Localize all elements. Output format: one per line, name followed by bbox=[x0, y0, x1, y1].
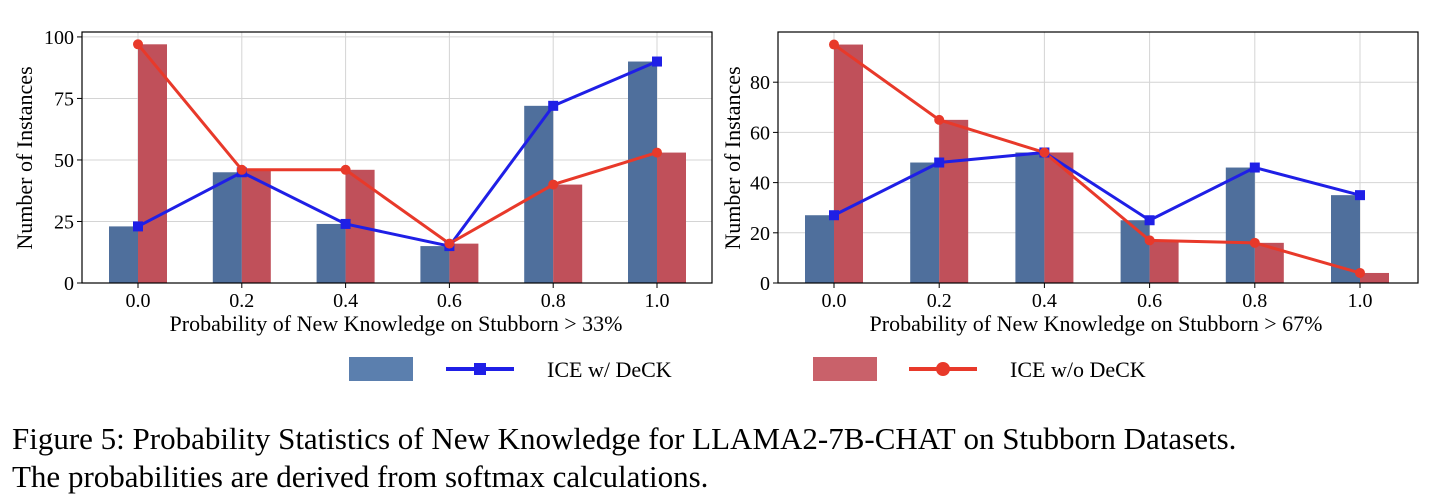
chart-right-bar-without-deck bbox=[1149, 240, 1179, 283]
chart-right-bar-with-deck bbox=[910, 162, 940, 283]
chart-left-y-tick-label: 100 bbox=[44, 27, 74, 49]
caption-text: Figure 5: Probability Statistics of New … bbox=[12, 421, 712, 456]
chart-right-y-tick-label: 80 bbox=[750, 72, 770, 94]
chart-left-marker-with-deck bbox=[340, 218, 351, 229]
chart-right-marker-without-deck bbox=[1355, 267, 1365, 278]
chart-right-x-axis-label: Probability of New Knowledge on Stubborn… bbox=[870, 311, 1323, 336]
chart-right-marker-with-deck bbox=[1144, 215, 1155, 226]
chart-left-x-axis-label: Probability of New Knowledge on Stubborn… bbox=[170, 311, 623, 336]
chart-right-plot-frame bbox=[777, 31, 1419, 284]
chart-left-x-tick-label: 0.8 bbox=[541, 290, 566, 312]
legend-label-with-deck: ICE w/ DeCK bbox=[547, 357, 672, 382]
chart-right-bar-with-deck bbox=[1120, 220, 1150, 283]
chart-right-marker-without-deck bbox=[829, 39, 839, 50]
chart-right-x-tick-label: 0.4 bbox=[1032, 290, 1057, 312]
chart-left-bar-with-deck bbox=[316, 223, 346, 283]
chart-left-bar-without-deck bbox=[138, 44, 167, 283]
chart-left-marker-without-deck bbox=[652, 147, 662, 158]
chart-left-marker-with-deck bbox=[133, 221, 143, 232]
chart-right-y-axis-label: Number of Instances bbox=[720, 66, 745, 249]
caption-line-1: Figure 5: Probability Statistics of New … bbox=[12, 420, 1442, 458]
chart-left-bar-without-deck bbox=[657, 152, 686, 283]
chart-left-y-tick-label: 75 bbox=[54, 88, 74, 110]
legend-square-marker bbox=[474, 363, 486, 375]
chart-right-marker-without-deck bbox=[1144, 235, 1155, 246]
chart-right-bar-with-deck bbox=[1225, 167, 1255, 283]
chart-left-y-axis-label: Number of Instances bbox=[12, 66, 37, 249]
chart-left-y-tick-label: 0 bbox=[64, 273, 74, 295]
chart-left: Number of Instances Probability of New K… bbox=[12, 27, 713, 336]
chart-left-bar-with-deck bbox=[628, 61, 657, 283]
chart-right-bar-without-deck bbox=[939, 119, 969, 283]
chart-left-x-tick-label: 0.2 bbox=[229, 290, 254, 312]
chart-right-x-tick-label: 0.2 bbox=[927, 290, 952, 312]
legend-label-without-deck: ICE w/o DeCK bbox=[1010, 357, 1146, 382]
caption-text-smallcaps: CHAT bbox=[874, 421, 956, 456]
chart-right-y-tick-label: 60 bbox=[750, 122, 770, 144]
chart-left-bar-with-deck bbox=[109, 226, 138, 283]
caption-text-smallcaps: LA bbox=[711, 421, 753, 456]
chart-right-marker-with-deck bbox=[1355, 190, 1365, 201]
chart-left-line-with-deck bbox=[137, 60, 658, 248]
chart-right: Number of Instances Probability of New K… bbox=[720, 31, 1419, 336]
chart-right-y-tick-label: 0 bbox=[760, 273, 770, 295]
chart-left-bar-with-deck bbox=[420, 246, 450, 283]
caption-text: on Stubborn Datasets. bbox=[955, 421, 1237, 456]
figure-caption: Figure 5: Probability Statistics of New … bbox=[12, 420, 1442, 496]
chart-right-marker-with-deck bbox=[829, 210, 839, 221]
chart-right-marker-with-deck bbox=[934, 157, 945, 168]
chart-left-marker-without-deck bbox=[133, 39, 143, 50]
chart-left-y-tick-label: 25 bbox=[54, 211, 74, 233]
chart-left-marker-without-deck bbox=[340, 164, 351, 175]
chart-left-marker-with-deck bbox=[548, 100, 559, 111]
chart-left-marker-without-deck bbox=[444, 238, 455, 249]
chart-right-marker-without-deck bbox=[934, 114, 945, 125]
legend-bar-swatch-without-deck bbox=[813, 357, 877, 381]
chart-left-y-tick-label: 50 bbox=[54, 150, 74, 172]
chart-left-plot-frame bbox=[81, 31, 713, 284]
chart-right-bar-without-deck bbox=[834, 44, 863, 283]
chart-right-x-tick-label: 0.6 bbox=[1137, 290, 1162, 312]
chart-right-line-without-deck bbox=[833, 43, 1361, 275]
chart-left-marker-with-deck bbox=[652, 56, 662, 67]
chart-right-bar-without-deck bbox=[1360, 272, 1389, 283]
chart-right-y-tick-label: 20 bbox=[750, 223, 770, 245]
legend-bar-swatch-with-deck bbox=[349, 357, 413, 381]
chart-left-marker-without-deck bbox=[548, 179, 559, 190]
chart-right-marker-with-deck bbox=[1249, 162, 1260, 173]
chart-right-bar-with-deck bbox=[1015, 152, 1045, 283]
chart-right-marker-without-deck bbox=[1039, 147, 1050, 158]
caption-line-2: The probabilities are derived from softm… bbox=[12, 459, 709, 494]
figure: Number of Instances Probability of New K… bbox=[12, 27, 1419, 382]
chart-left-x-tick-label: 1.0 bbox=[645, 290, 670, 312]
chart-right-x-tick-label: 0.0 bbox=[822, 290, 847, 312]
chart-left-marker-without-deck bbox=[236, 164, 247, 175]
chart-right-x-tick-label: 0.8 bbox=[1242, 290, 1267, 312]
chart-left-bar-with-deck bbox=[212, 172, 242, 283]
chart-left-bar-without-deck bbox=[553, 184, 583, 283]
chart-right-bar-with-deck bbox=[805, 215, 834, 283]
chart-right-x-tick-label: 1.0 bbox=[1348, 290, 1373, 312]
legend-circle-marker bbox=[936, 362, 950, 376]
chart-right-y-tick-label: 40 bbox=[750, 173, 770, 195]
legend: ICE w/ DeCK ICE w/o DeCK bbox=[349, 357, 1146, 382]
chart-right-marker-without-deck bbox=[1249, 237, 1260, 248]
chart-left-bar-without-deck bbox=[241, 169, 271, 283]
chart-right-line-with-deck bbox=[833, 150, 1361, 222]
caption-text: MA2-7B- bbox=[752, 421, 875, 456]
chart-left-x-tick-label: 0.0 bbox=[126, 290, 151, 312]
chart-left-line-without-deck bbox=[136, 43, 658, 246]
chart-left-x-tick-label: 0.4 bbox=[333, 290, 358, 312]
chart-left-x-tick-label: 0.6 bbox=[437, 290, 462, 312]
